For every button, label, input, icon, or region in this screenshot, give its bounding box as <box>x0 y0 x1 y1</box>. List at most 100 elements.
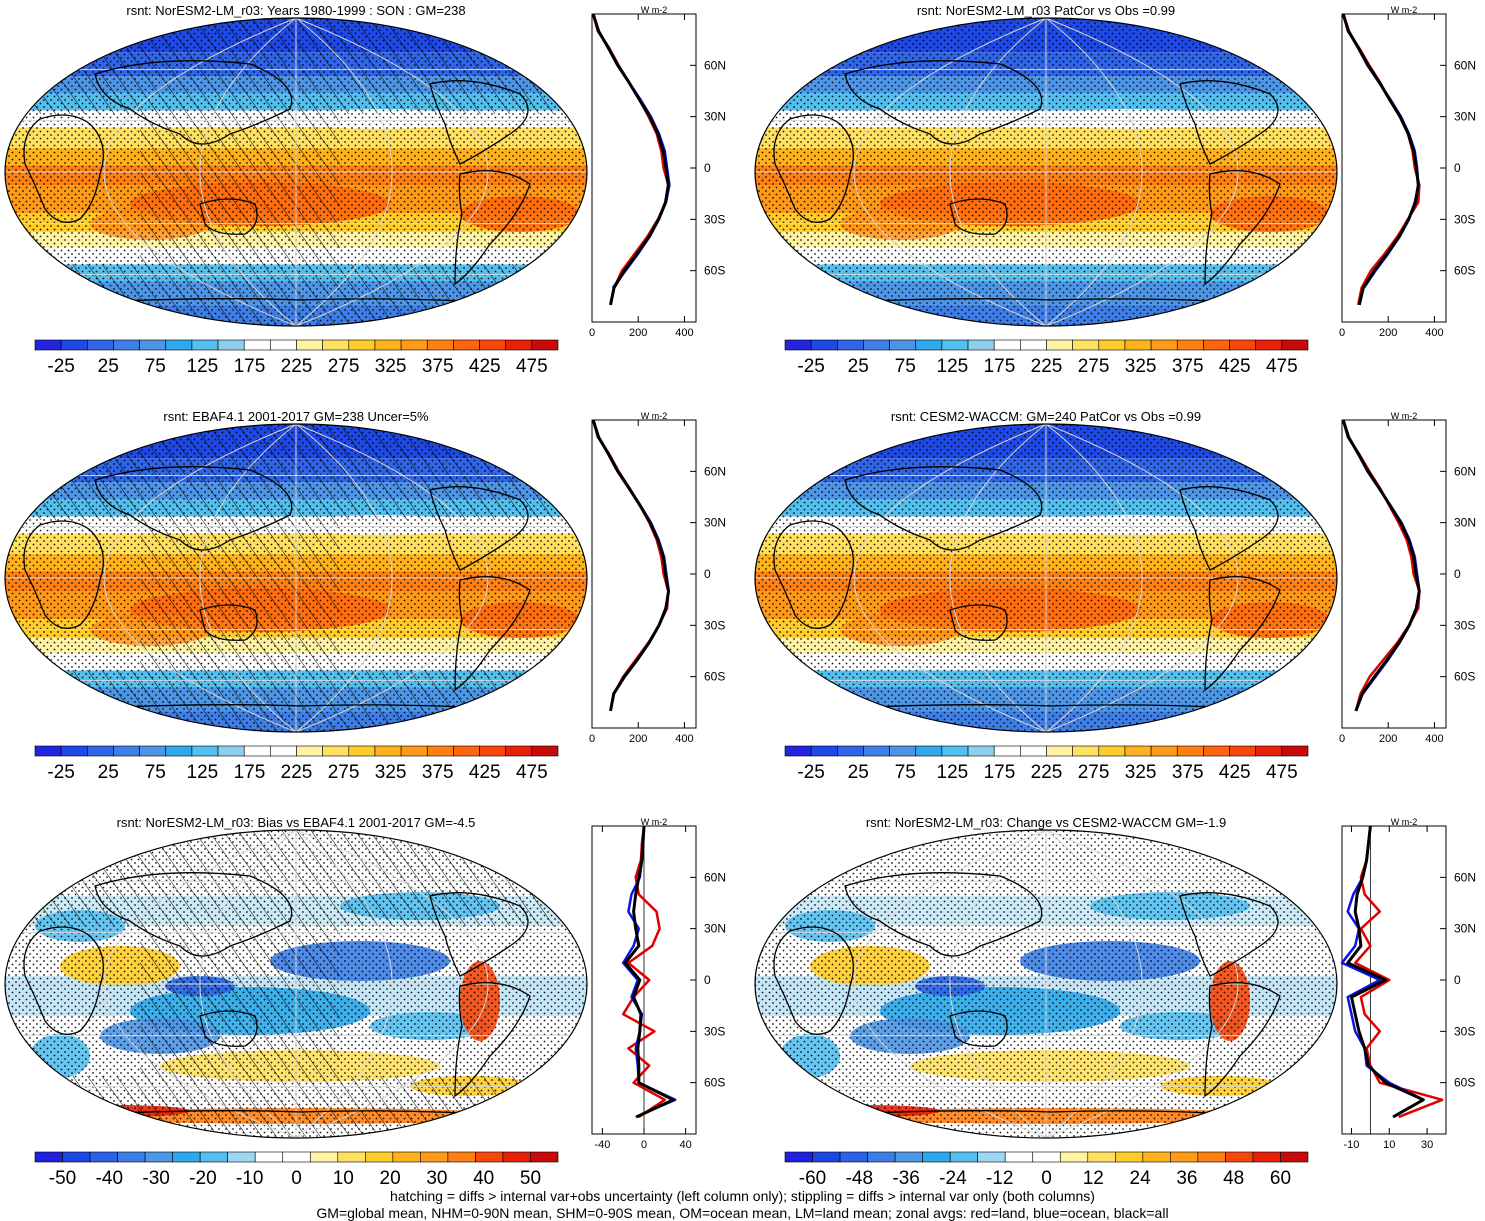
colorbar-tick-label: 425 <box>1219 762 1251 783</box>
colorbar-tick-label: 125 <box>937 762 969 783</box>
colorbar-tick-label: 425 <box>469 762 501 783</box>
zonal-line-all <box>1341 419 1421 712</box>
zonal-lat-label: 0 <box>1454 161 1461 175</box>
colorbar-swatch <box>34 339 62 351</box>
colorbar-swatch <box>296 745 323 757</box>
colorbar-tick-label: 475 <box>516 356 548 377</box>
colorbar-swatch <box>1059 1151 1089 1163</box>
zonal-x-tick-label: 40 <box>679 1139 691 1151</box>
colorbar-swatch <box>837 339 864 351</box>
colorbar-tick-label: 425 <box>1219 356 1251 377</box>
zonal-lat-label: 30N <box>1454 922 1476 936</box>
colorbar-tick-label: -36 <box>892 1168 919 1189</box>
colorbar-swatch <box>400 745 428 757</box>
colorbar-swatch <box>1046 339 1073 351</box>
graticule-meridian <box>295 830 393 1138</box>
colorbar-tick-label: 275 <box>1078 762 1110 783</box>
zonal-frame <box>1341 13 1447 323</box>
zonal-mean-plot: 0 200 400 W m-2 60N 30N 0 30S 60S <box>1339 6 1476 339</box>
panel-6: rsnt: NorESM2-LM_r03: Change vs CESM2-WA… <box>750 812 1485 1218</box>
colorbar-tick-label: 0 <box>1041 1168 1052 1189</box>
coastline <box>1204 982 1281 1098</box>
coastlines <box>23 60 541 307</box>
zonal-x-tick-label: 400 <box>675 733 693 745</box>
graticule-meridian <box>199 18 297 326</box>
coastline <box>1179 486 1279 571</box>
coastline <box>429 80 529 165</box>
colorbar-tick-label: -20 <box>189 1168 216 1189</box>
map-border <box>4 17 588 327</box>
colorbar-tick-label: -12 <box>986 1168 1013 1189</box>
colorbar-swatch <box>270 339 297 351</box>
coastline <box>454 576 531 692</box>
colorbar-tick-label: 225 <box>1031 762 1063 783</box>
coastline <box>23 520 104 629</box>
coastline <box>94 872 293 957</box>
colorbar-swatch <box>217 745 245 757</box>
colorbar-tick-label: 225 <box>1031 356 1063 377</box>
colorbar-swatch <box>165 339 193 351</box>
colorbar-tick-label: -48 <box>846 1168 873 1189</box>
zonal-lat-label: 60S <box>1454 264 1475 278</box>
colorbar-swatch <box>374 745 402 757</box>
colorbar-tick-label: 175 <box>984 356 1016 377</box>
colorbar-swatch <box>1229 339 1256 351</box>
zonal-lat-label: 30N <box>704 922 726 936</box>
colorbar-swatch <box>993 339 1021 351</box>
colorbar-tick-label: 325 <box>1125 356 1157 377</box>
coastline <box>949 1010 1008 1047</box>
zonal-x-tick-label: 200 <box>1379 733 1397 745</box>
colorbar-swatch <box>1203 339 1230 351</box>
zonal-lat-label: 30N <box>704 110 726 124</box>
hatching <box>140 114 340 264</box>
graticule-meridian <box>295 424 489 732</box>
colorbar-tick-label: 375 <box>1172 762 1204 783</box>
colorbar-swatch <box>1280 1151 1309 1163</box>
graticule-meridian <box>199 830 297 1138</box>
panel-1: rsnt: NorESM2-LM_r03: Years 1980-1999 : … <box>0 0 742 406</box>
zonal-lat-label: 60N <box>1454 464 1476 478</box>
zonal-units-label: W m-2 <box>1391 412 1418 421</box>
zonal-lat-label: 0 <box>1454 567 1461 581</box>
panel-title: rsnt: EBAF4.1 2001-2017 GM=238 Uncer=5% <box>163 409 429 424</box>
zonal-lat-label: 0 <box>704 161 711 175</box>
colorbar-swatch <box>165 745 193 757</box>
map-field <box>755 18 1337 326</box>
colorbar-tick-label: 475 <box>516 762 548 783</box>
colorbar-swatch <box>113 745 140 757</box>
zonal-lat-label: 60S <box>704 264 725 278</box>
zonal-line-all <box>591 13 670 306</box>
colorbar-swatch <box>1087 1151 1116 1163</box>
zonal-x-tick-label: -10 <box>1344 1139 1360 1151</box>
coastline <box>844 872 1043 957</box>
map <box>754 829 1338 1139</box>
zonal-units-label: W m-2 <box>641 6 668 15</box>
zonal-x-tick-label: 0 <box>641 1139 647 1151</box>
colorbar-tick-label: 60 <box>1270 1168 1291 1189</box>
colorbar-swatch <box>949 1151 978 1163</box>
colorbar-tick-label: 40 <box>473 1168 494 1189</box>
zonal-x-tick-label: 200 <box>629 327 647 339</box>
zonal-units-label: W m-2 <box>1391 818 1418 827</box>
graticule-meridian <box>199 424 297 732</box>
colorbar-swatch <box>254 1151 284 1163</box>
colorbar-swatch <box>479 339 506 351</box>
colorbar-swatch <box>60 339 88 351</box>
colorbar-swatch <box>837 745 864 757</box>
colorbar: -25 25 75 125 175 225 275 325 375 425 475 <box>34 745 559 783</box>
colorbar-tick-label: 175 <box>984 762 1016 783</box>
colorbar-swatch <box>420 1151 449 1163</box>
graticule-meridian <box>295 18 489 326</box>
zonal-x-tick-label: 200 <box>629 733 647 745</box>
graticule-meridian <box>1045 18 1239 326</box>
colorbar-swatch <box>1229 745 1256 757</box>
colorbar-tick-label: 125 <box>187 356 219 377</box>
coastline <box>429 892 529 977</box>
zonal-line-all <box>1346 825 1425 1119</box>
zonal-x-tick-label: 0 <box>589 733 595 745</box>
colorbar-swatch <box>839 1151 868 1163</box>
map-border <box>4 829 588 1139</box>
graticule-meridian <box>1045 424 1239 732</box>
panel-4: rsnt: CESM2-WACCM: GM=240 PatCor vs Obs … <box>750 406 1485 812</box>
zonal-x-tick-label: -40 <box>594 1139 610 1151</box>
